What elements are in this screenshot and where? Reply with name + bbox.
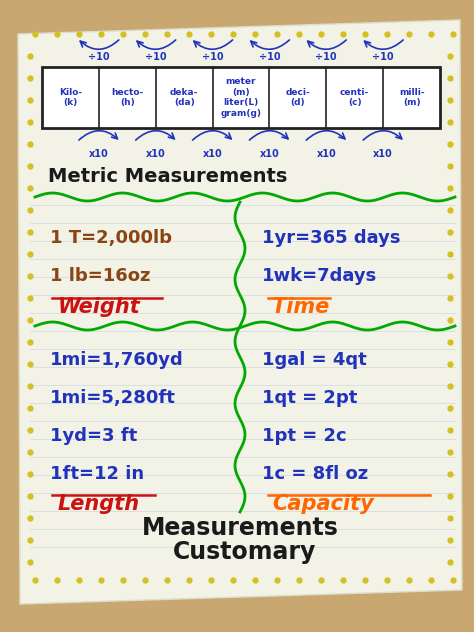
Text: x10: x10 [89, 149, 109, 159]
Text: ÷10: ÷10 [202, 52, 223, 62]
Text: 1gal = 4qt: 1gal = 4qt [262, 351, 367, 369]
Text: 1qt = 2pt: 1qt = 2pt [262, 389, 357, 407]
Text: Weight: Weight [58, 297, 141, 317]
FancyBboxPatch shape [42, 67, 440, 128]
Text: ÷10: ÷10 [259, 52, 280, 62]
Text: Time: Time [272, 297, 329, 317]
Text: Capacity: Capacity [272, 494, 374, 514]
Text: deka-
(da): deka- (da) [170, 88, 198, 107]
Text: 1yr=365 days: 1yr=365 days [262, 229, 401, 247]
Text: hecto-
(h): hecto- (h) [111, 88, 144, 107]
Text: deci-
(d): deci- (d) [285, 88, 310, 107]
Text: x10: x10 [146, 149, 165, 159]
Polygon shape [18, 20, 462, 604]
Text: x10: x10 [203, 149, 222, 159]
Text: Customary: Customary [173, 540, 317, 564]
Text: ÷10: ÷10 [145, 52, 166, 62]
Text: x10: x10 [260, 149, 279, 159]
Text: Measurements: Measurements [142, 516, 338, 540]
Text: milli-
(m): milli- (m) [399, 88, 424, 107]
Text: ÷10: ÷10 [316, 52, 337, 62]
Text: 1c = 8fl oz: 1c = 8fl oz [262, 465, 368, 483]
Text: 1mi=5,280ft: 1mi=5,280ft [50, 389, 176, 407]
Text: 1ft=12 in: 1ft=12 in [50, 465, 144, 483]
Text: x10: x10 [317, 149, 336, 159]
Text: Length: Length [58, 494, 140, 514]
Text: 1 T=2,000lb: 1 T=2,000lb [50, 229, 172, 247]
Text: ÷10: ÷10 [373, 52, 394, 62]
Text: meter
(m)
liter(L)
gram(g): meter (m) liter(L) gram(g) [220, 77, 262, 118]
Text: x10: x10 [373, 149, 393, 159]
Text: 1 lb=16oz: 1 lb=16oz [50, 267, 151, 285]
Text: Metric Measurements: Metric Measurements [48, 167, 287, 186]
Text: 1yd=3 ft: 1yd=3 ft [50, 427, 137, 445]
Text: 1mi=1,760yd: 1mi=1,760yd [50, 351, 184, 369]
Text: centi-
(c): centi- (c) [340, 88, 369, 107]
Text: 1wk=7days: 1wk=7days [262, 267, 377, 285]
Text: 1pt = 2c: 1pt = 2c [262, 427, 346, 445]
Text: Kilo-
(k): Kilo- (k) [59, 88, 82, 107]
Text: ÷10: ÷10 [88, 52, 109, 62]
